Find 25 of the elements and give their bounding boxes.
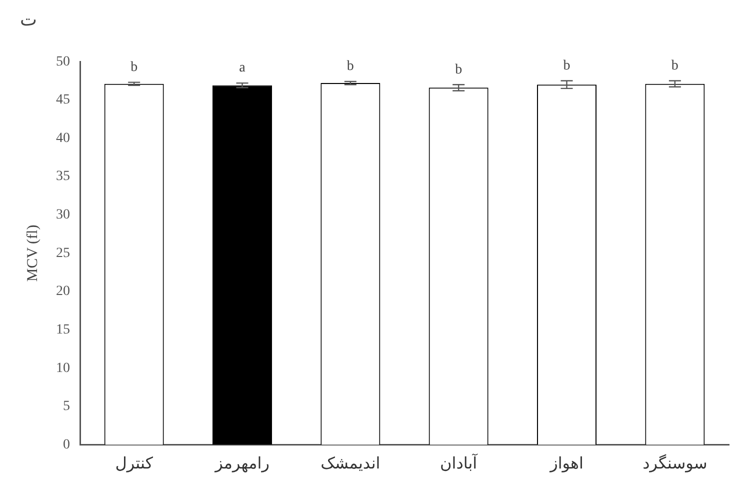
x-tick-label: اندیمشک: [320, 454, 380, 473]
y-axis-title: MCV (fl): [24, 224, 41, 282]
y-tick-label: 30: [56, 208, 70, 223]
y-tick-label: 5: [63, 399, 70, 414]
annotation: b: [563, 58, 570, 74]
y-tick-label: 10: [56, 360, 70, 376]
y-tick-label: 25: [56, 246, 70, 261]
annotation: b: [130, 60, 138, 75]
annotation: b: [346, 59, 354, 74]
y-tick-label: 40: [56, 130, 70, 146]
x-tick-label: کنترل: [115, 454, 154, 473]
y-tick-label: 20: [56, 284, 70, 300]
x-tick-label: سوسنگرد: [642, 454, 708, 473]
chart-title: ت: [20, 10, 37, 30]
y-tick-label: 45: [56, 92, 70, 108]
annotation: a: [239, 60, 246, 76]
y-tick-label: 35: [56, 169, 70, 184]
x-tick-label: آبادان: [440, 452, 479, 473]
x-tick-label: رامهرمز: [214, 454, 270, 473]
annotation: b: [455, 62, 462, 78]
y-tick-label: 0: [63, 437, 70, 452]
annotation: b: [671, 58, 678, 74]
x-tick-label: اهواز: [549, 454, 584, 473]
y-tick-label: 15: [56, 322, 70, 338]
y-tick-label: 50: [56, 54, 70, 70]
